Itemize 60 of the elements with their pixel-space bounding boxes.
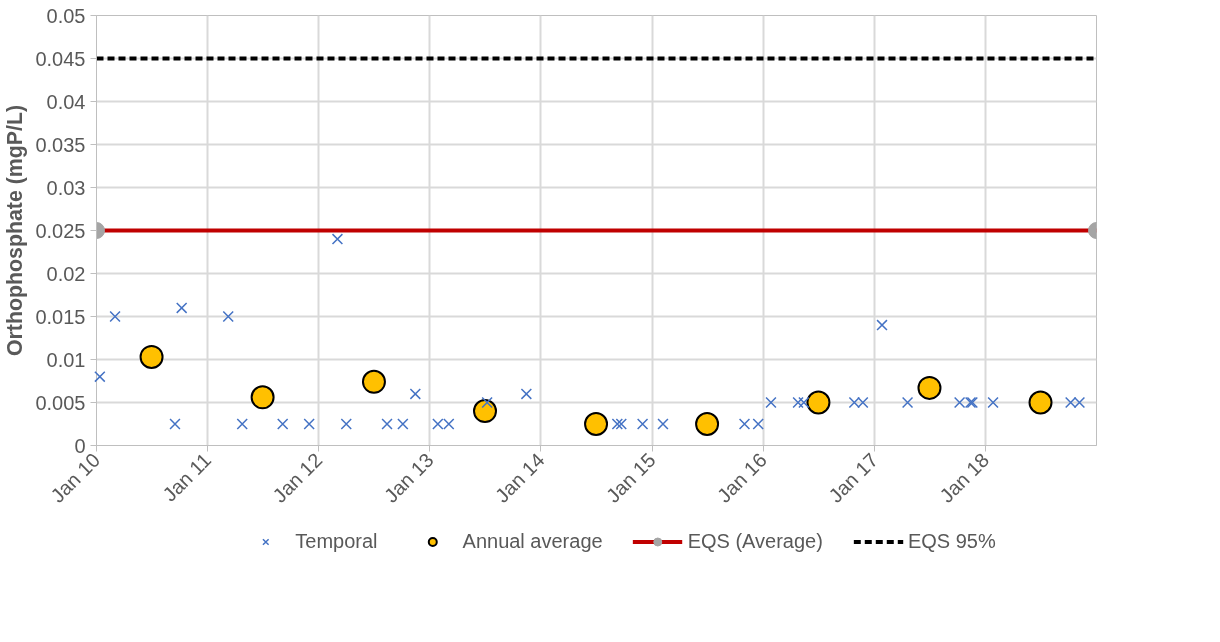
point [520,388,533,400]
point [987,396,999,409]
x-tick-label: Jan 13 [379,448,438,507]
point [738,418,751,430]
point [109,310,121,323]
y-axis-title: Orthophosphate (mgP/L) [3,104,28,357]
point [397,418,409,430]
y-tick-label: 0 [74,434,86,457]
y-tick-label: 0.005 [35,391,86,414]
point [876,319,888,331]
point [792,396,804,409]
legend-label: Temporal [295,529,378,553]
y-tick-label: 0.01 [46,348,86,371]
x-tick-label: Jan 16 [712,448,771,507]
point [481,396,493,409]
point [584,412,609,436]
y-tick-label: 0.02 [46,262,86,285]
point [636,418,649,430]
point [1028,390,1053,415]
y-tick-label: 0.04 [46,90,86,113]
point [175,302,188,314]
point [611,418,624,430]
point [139,344,164,369]
point [169,418,181,430]
legend-label: EQS (Average) [687,529,823,553]
point [236,418,248,430]
point [331,233,344,245]
point [473,399,497,424]
y-tick-label: 0.025 [35,219,86,242]
point [381,418,393,430]
point [340,418,352,430]
point [901,396,914,409]
x-tick-label: Jan 14 [490,448,549,507]
x-tick-label: Jan 11 [158,448,216,506]
point [798,396,810,409]
point [765,396,777,409]
y-tick-label: 0.03 [46,176,86,199]
point [657,418,669,430]
y-tick-label: 0.05 [46,4,86,27]
point [222,310,234,323]
legend-label: Annual average [462,529,603,553]
point [409,388,422,400]
point [303,418,315,430]
point [806,390,831,415]
point [276,418,289,430]
point [752,418,764,430]
x-tick-label: Jan 15 [601,448,660,507]
x-tick-label: Jan 12 [268,448,327,507]
x-tick-label: Jan 18 [935,448,994,507]
point [615,418,627,430]
point [94,371,106,383]
point [695,412,720,436]
legend-label: EQS 95% [907,529,996,553]
y-tick-label: 0.035 [35,133,86,156]
y-tick-label: 0.015 [35,305,86,328]
point [361,369,386,394]
point [250,385,275,410]
y-tick-label: 0.045 [35,47,86,70]
point [917,375,942,400]
x-tick-label: Jan 17 [824,448,883,507]
